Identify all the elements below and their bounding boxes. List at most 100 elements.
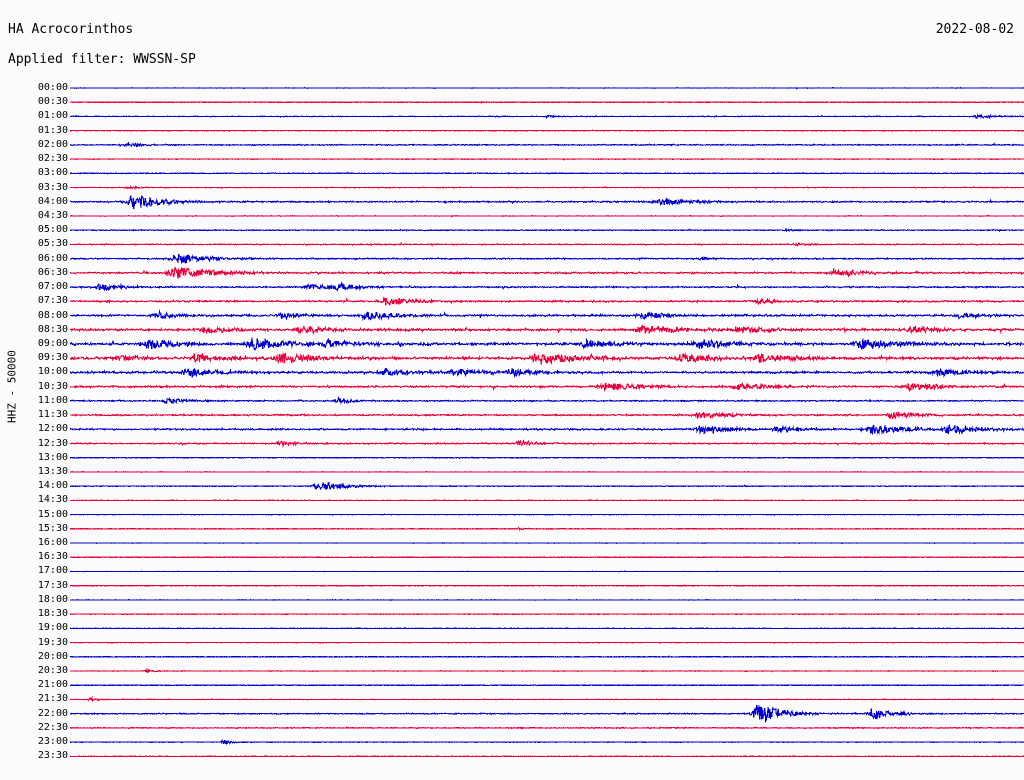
seismic-trace: [70, 599, 1024, 602]
seismic-trace: [70, 481, 1024, 491]
seismic-trace: [70, 86, 1024, 90]
seismic-trace: [70, 281, 1024, 292]
time-tick-label: 19:30: [37, 636, 68, 648]
time-tick-label: 13:30: [37, 465, 68, 477]
time-tick-label: 06:30: [37, 266, 68, 278]
seismic-trace: [70, 705, 1024, 723]
seismic-trace: [70, 325, 1024, 336]
seismic-trace: [70, 267, 1024, 279]
record-date: 2022-08-02: [935, 22, 1014, 37]
seismic-trace: [70, 185, 1024, 190]
time-axis: 00:00 00:30 01:00 01:30 02:00 02:30 03:00 03:30…: [0, 80, 68, 770]
time-tick-label: 16:30: [37, 551, 68, 563]
seismic-trace: [70, 141, 1024, 148]
trace-canvas: [70, 86, 1024, 758]
seismic-trace: [70, 382, 1024, 393]
time-tick-label: 08:00: [37, 309, 68, 321]
time-tick-label: 13:00: [37, 451, 68, 463]
time-tick-label: 12:00: [37, 423, 68, 435]
seismic-trace: [70, 684, 1024, 687]
time-tick-label: 00:30: [37, 96, 68, 108]
time-tick-label: 07:00: [37, 281, 68, 293]
time-tick-label: 09:30: [37, 352, 68, 364]
seismic-trace: [70, 726, 1024, 730]
time-tick-label: 12:30: [37, 437, 68, 449]
seismic-trace: [70, 439, 1024, 449]
seismic-trace: [70, 129, 1024, 132]
seismic-trace: [70, 253, 1024, 265]
time-tick-label: 07:30: [37, 295, 68, 307]
time-tick-label: 16:00: [37, 537, 68, 549]
seismic-trace: [70, 171, 1024, 175]
seismic-trace: [70, 513, 1024, 516]
seismic-trace: [70, 214, 1024, 218]
seismic-trace: [70, 456, 1024, 460]
time-tick-label: 09:00: [37, 337, 68, 349]
time-tick-label: 01:00: [37, 110, 68, 122]
time-tick-label: 22:30: [37, 721, 68, 733]
time-tick-label: 10:00: [37, 366, 68, 378]
time-tick-label: 22:00: [37, 707, 68, 719]
seismic-trace: [70, 584, 1024, 587]
time-tick-label: 05:00: [37, 224, 68, 236]
filter-label: Applied filter: WWSSN-SP: [8, 52, 196, 67]
page-title: HA Acrocorinthos: [8, 22, 134, 37]
seismic-trace: [70, 352, 1024, 365]
time-tick-label: 20:00: [37, 650, 68, 662]
time-tick-label: 17:00: [37, 565, 68, 577]
time-tick-label: 08:30: [37, 323, 68, 335]
seismic-trace: [70, 542, 1024, 544]
time-tick-label: 11:00: [37, 394, 68, 406]
seismic-trace: [70, 241, 1024, 247]
time-tick-label: 23:30: [37, 750, 68, 762]
seismic-trace: [70, 667, 1024, 675]
time-tick-label: 17:30: [37, 579, 68, 591]
seismic-trace: [70, 295, 1024, 306]
time-tick-label: 04:30: [37, 209, 68, 221]
seismic-trace: [70, 613, 1024, 616]
seismic-trace: [70, 100, 1024, 105]
time-tick-label: 14:30: [37, 494, 68, 506]
seismic-trace: [70, 655, 1024, 658]
seismic-trace: [70, 227, 1024, 233]
time-tick-label: 23:00: [37, 736, 68, 748]
time-tick-label: 21:00: [37, 679, 68, 691]
time-tick-label: 19:00: [37, 622, 68, 634]
seismic-trace: [70, 367, 1024, 378]
time-tick-label: 15:00: [37, 508, 68, 520]
seismic-trace: [70, 755, 1024, 758]
seismogram-plot: 00:00 00:30 01:00 01:30 02:00 02:30 03:00 03:30…: [0, 80, 1024, 770]
time-tick-label: 00:00: [37, 82, 68, 93]
time-tick-label: 10:30: [37, 380, 68, 392]
seismic-trace: [70, 195, 1024, 210]
time-tick-label: 18:00: [37, 593, 68, 605]
seismic-trace: [70, 396, 1024, 405]
time-tick-label: 03:00: [37, 167, 68, 179]
seismic-trace: [70, 424, 1024, 436]
time-tick-label: 11:30: [37, 409, 68, 421]
seismic-trace: [70, 337, 1024, 351]
time-tick-label: 04:00: [37, 195, 68, 207]
seismic-trace: [70, 158, 1024, 161]
time-tick-label: 01:30: [37, 124, 68, 136]
time-tick-label: 02:00: [37, 138, 68, 150]
time-tick-label: 15:30: [37, 522, 68, 534]
time-tick-label: 20:30: [37, 665, 68, 677]
time-tick-label: 06:00: [37, 252, 68, 264]
seismic-trace: [70, 526, 1024, 532]
seismic-trace: [70, 499, 1024, 502]
seismic-trace: [70, 641, 1024, 644]
seismic-trace: [70, 309, 1024, 322]
seismic-trace: [70, 696, 1024, 702]
time-tick-label: 05:30: [37, 238, 68, 250]
seismic-trace: [70, 470, 1024, 473]
seismic-trace: [70, 113, 1024, 120]
seismic-trace: [70, 738, 1024, 746]
time-tick-label: 14:00: [37, 480, 68, 492]
time-tick-label: 03:30: [37, 181, 68, 193]
time-tick-label: 02:30: [37, 153, 68, 165]
time-tick-label: 18:30: [37, 608, 68, 620]
seismic-trace: [70, 570, 1024, 573]
seismic-trace: [70, 556, 1024, 559]
